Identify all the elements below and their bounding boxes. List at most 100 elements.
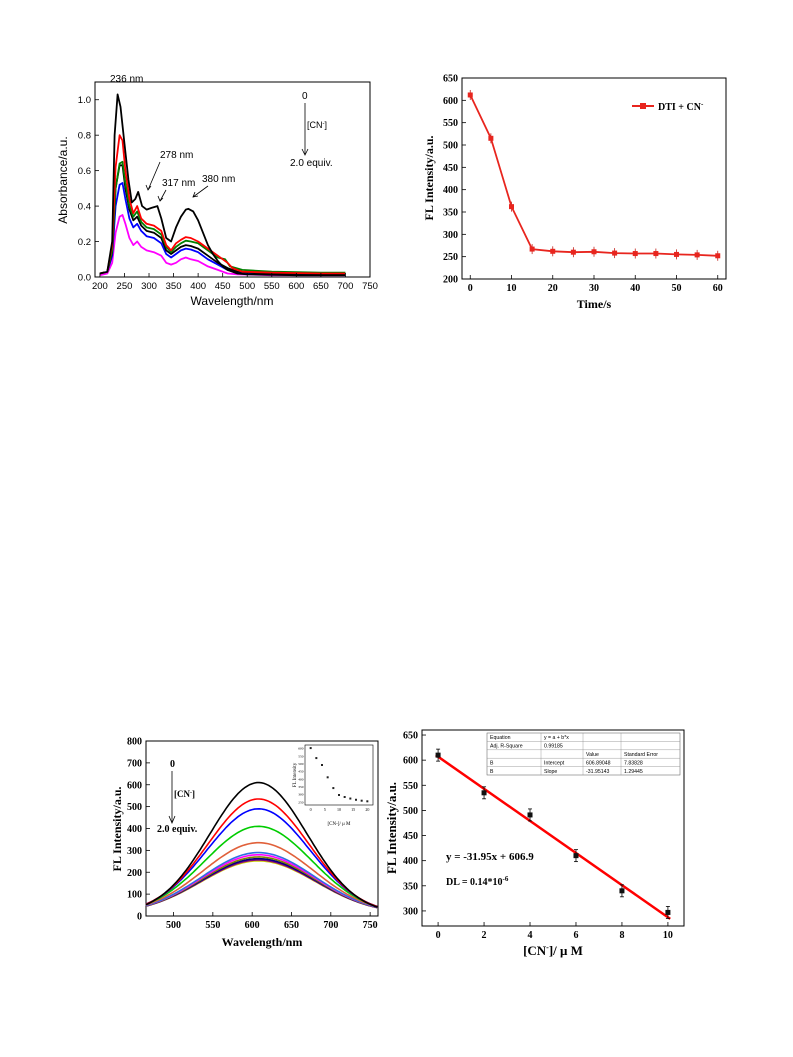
fl-y-tick-label: 600 (127, 780, 142, 791)
fit-results-table: Equation y = a + b*x Adj. R-Square 0.99185 V… (486, 732, 681, 776)
abs-x-tick-label: 550 (264, 281, 280, 292)
abs-annotation-317: 317 nm (162, 178, 195, 189)
fit-table-cell: Equation (490, 735, 511, 741)
abs-annotation-236: 236 nm (110, 74, 143, 85)
time-x-tick-label: 0 (468, 283, 473, 294)
fit-table-cell: y = a + b*x (544, 735, 569, 741)
fl-x-tick-label: 550 (205, 920, 220, 931)
abs-y-tick-label: 1.0 (78, 95, 91, 106)
fl-x-tick-label: 750 (363, 920, 378, 931)
calibration-fit-line (435, 754, 671, 920)
fit-table-cell: -31.95143 (586, 769, 609, 775)
absorbance-series-line (99, 214, 346, 277)
inset-data-point (360, 799, 363, 802)
inset-ticks-group: 0 5 10 15 20 250 300 350 400 450 500 550 600 (298, 747, 369, 812)
fl-y-tick-label: 700 (127, 758, 142, 769)
inset-y-tick-label: 350 (298, 785, 304, 789)
inset-y-tick-label: 450 (298, 770, 304, 774)
time-series-group (467, 89, 721, 261)
time-x-tick-label: 30 (589, 283, 599, 294)
abs-y-tick-label: 0.2 (78, 237, 91, 248)
inset-x-tick-label: 15 (351, 807, 355, 812)
cal-y-tick-label: 650 (403, 731, 418, 742)
inset-ylabel: FL Intensity (293, 762, 298, 787)
calibration-fit-group (435, 754, 671, 920)
fluorescence-series-line (145, 856, 378, 909)
inset-data-point (321, 764, 323, 766)
time-y-tick-label: 200 (443, 275, 458, 286)
fluorescence-series-line (145, 807, 378, 908)
abs-x-tick-label: 450 (215, 281, 231, 292)
time-data-point (488, 135, 494, 141)
time-data-point (612, 250, 618, 256)
calibration-points-group (435, 748, 671, 919)
absorbance-chart: 200 250 300 350 400 450 500 550 600 650 700 750 0.0… (56, 74, 378, 308)
calibration-data-point (481, 790, 487, 796)
calibration-data-point (527, 812, 533, 818)
fl-inset: 0 5 10 15 20 250 300 350 400 450 500 550 600 FL Inte… (293, 744, 374, 827)
fl-x-tick-label: 700 (323, 920, 338, 931)
fit-table-cell: B (490, 760, 494, 766)
fluorescence-series-group (145, 781, 378, 909)
inset-x-tick-label: 10 (337, 807, 341, 812)
abs-x-tick-label: 600 (288, 281, 304, 292)
calibration-chart: 0 2 4 6 8 10 300 350 400 450 500 550 600 650 Equatio… (384, 729, 685, 958)
abs-xlabel: Wavelength/nm (191, 294, 274, 308)
absorbance-series-group (99, 93, 346, 277)
calibration-equation: y = -31.95x + 606.9 (446, 851, 534, 863)
fluorescence-x-ticks: 500 550 600 650 700 750 (166, 912, 378, 931)
cal-x-tick-label: 6 (573, 930, 578, 941)
abs-concentration-note: 0 [CN-] 2.0 equiv. (290, 91, 333, 169)
cal-y-tick-label: 350 (403, 881, 418, 892)
fl-note-bottom: 2.0 equiv. (157, 824, 198, 835)
inset-data-point (332, 787, 335, 790)
cal-y-tick-label: 400 (403, 856, 418, 867)
fit-table-cell: 606.89048 (586, 760, 611, 766)
time-data-point (570, 249, 576, 255)
cal-x-tick-label: 4 (528, 930, 533, 941)
abs-y-tick-label: 0.6 (78, 166, 91, 177)
inset-points-group (309, 747, 369, 803)
time-x-tick-label: 60 (713, 283, 723, 294)
absorbance-x-ticks: 200 250 300 350 400 450 500 550 600 650 700 750 (92, 273, 378, 292)
fluorescence-y-ticks: 0 100 200 300 400 500 600 700 800 (127, 737, 150, 923)
fluorescence-series-line (145, 781, 378, 908)
time-y-tick-label: 600 (443, 96, 458, 107)
abs-x-tick-label: 650 (313, 281, 329, 292)
fluorescence-chart: 500 550 600 650 700 750 010020030040050060070… (110, 737, 379, 949)
calibration-data-point (435, 752, 441, 758)
abs-note-bottom: 2.0 equiv. (290, 158, 333, 169)
time-data-point (674, 251, 679, 257)
calibration-detection-limit: DL = 0.14*10-6 (446, 875, 509, 888)
calibration-data-point (619, 888, 625, 894)
cal-y-tick-label: 500 (403, 806, 418, 817)
time-y-tick-label: 550 (443, 118, 458, 129)
fit-table-cell: 0.99185 (544, 744, 563, 750)
cal-ylabel: FL Intensity/a.u. (384, 782, 399, 874)
time-x-ticks: 0 10 20 30 40 50 60 (468, 275, 723, 294)
time-x-tick-label: 40 (630, 283, 640, 294)
abs-x-tick-label: 350 (166, 281, 182, 292)
time-x-tick-label: 20 (548, 283, 558, 294)
abs-ylabel: Absorbance/a.u. (56, 136, 70, 223)
calibration-x-ticks: 0 2 4 6 8 10 (436, 922, 673, 941)
abs-x-tick-label: 250 (117, 281, 133, 292)
time-y-tick-label: 500 (443, 141, 458, 152)
time-data-point (694, 252, 700, 258)
time-data-point (467, 92, 473, 98)
inset-data-point (309, 747, 312, 750)
fl-x-tick-label: 650 (284, 920, 299, 931)
time-xlabel: Time/s (577, 297, 612, 311)
time-y-tick-label: 300 (443, 230, 458, 241)
calibration-y-ticks: 300 350 400 450 500 550 600 650 (403, 731, 426, 917)
fl-y-tick-label: 200 (127, 868, 142, 879)
fl-y-tick-label: 0 (137, 912, 142, 923)
fl-note-middle: [CN-] (174, 789, 195, 799)
time-y-tick-label: 450 (443, 163, 458, 174)
fluorescence-series-line (145, 851, 378, 908)
inset-y-tick-label: 300 (298, 793, 304, 797)
inset-data-point (343, 796, 346, 798)
fluorescence-series-line (145, 798, 378, 908)
abs-annotation-380: 380 nm (202, 174, 235, 185)
inset-y-tick-label: 250 (298, 800, 304, 804)
